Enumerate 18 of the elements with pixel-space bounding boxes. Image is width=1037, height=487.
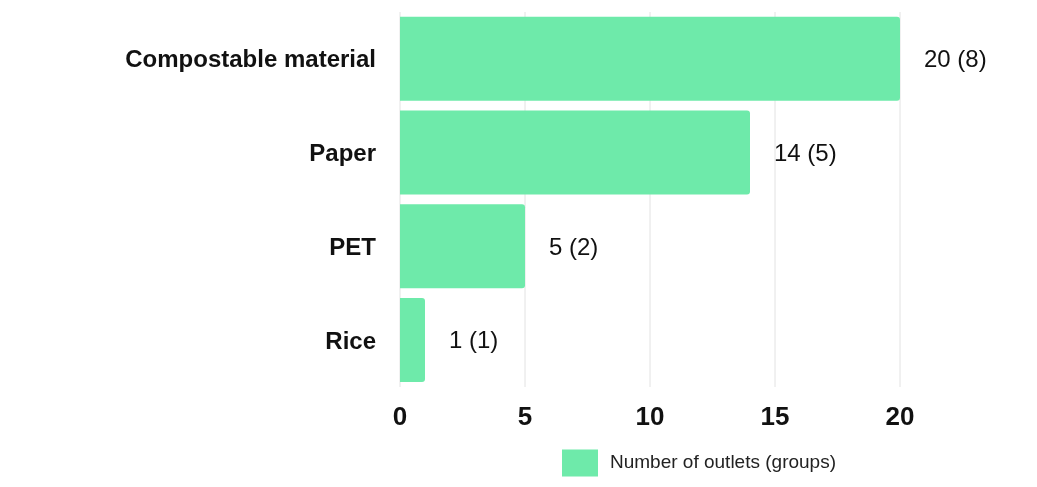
x-tick-label: 5	[517, 401, 533, 432]
data-label: 20 (8)	[924, 45, 987, 73]
legend-label: Number of outlets (groups)	[610, 451, 836, 473]
y-tick-label: PET	[329, 232, 377, 260]
bar	[400, 204, 525, 289]
x-tick-label: 0	[392, 401, 408, 432]
x-tick-label: 20	[885, 401, 915, 432]
x-tick-label: 15	[760, 401, 790, 432]
data-label: 5 (2)	[549, 232, 599, 260]
data-label: 1 (1)	[449, 326, 499, 354]
y-tick-label: Paper	[309, 139, 376, 167]
y-tick-label: Compostable material	[125, 45, 376, 73]
x-tick-label: 10	[635, 401, 665, 432]
bar	[400, 110, 750, 195]
bar	[400, 297, 425, 382]
bar	[400, 16, 900, 101]
data-label: 14 (5)	[774, 138, 837, 166]
y-tick-label: Rice	[325, 326, 376, 354]
